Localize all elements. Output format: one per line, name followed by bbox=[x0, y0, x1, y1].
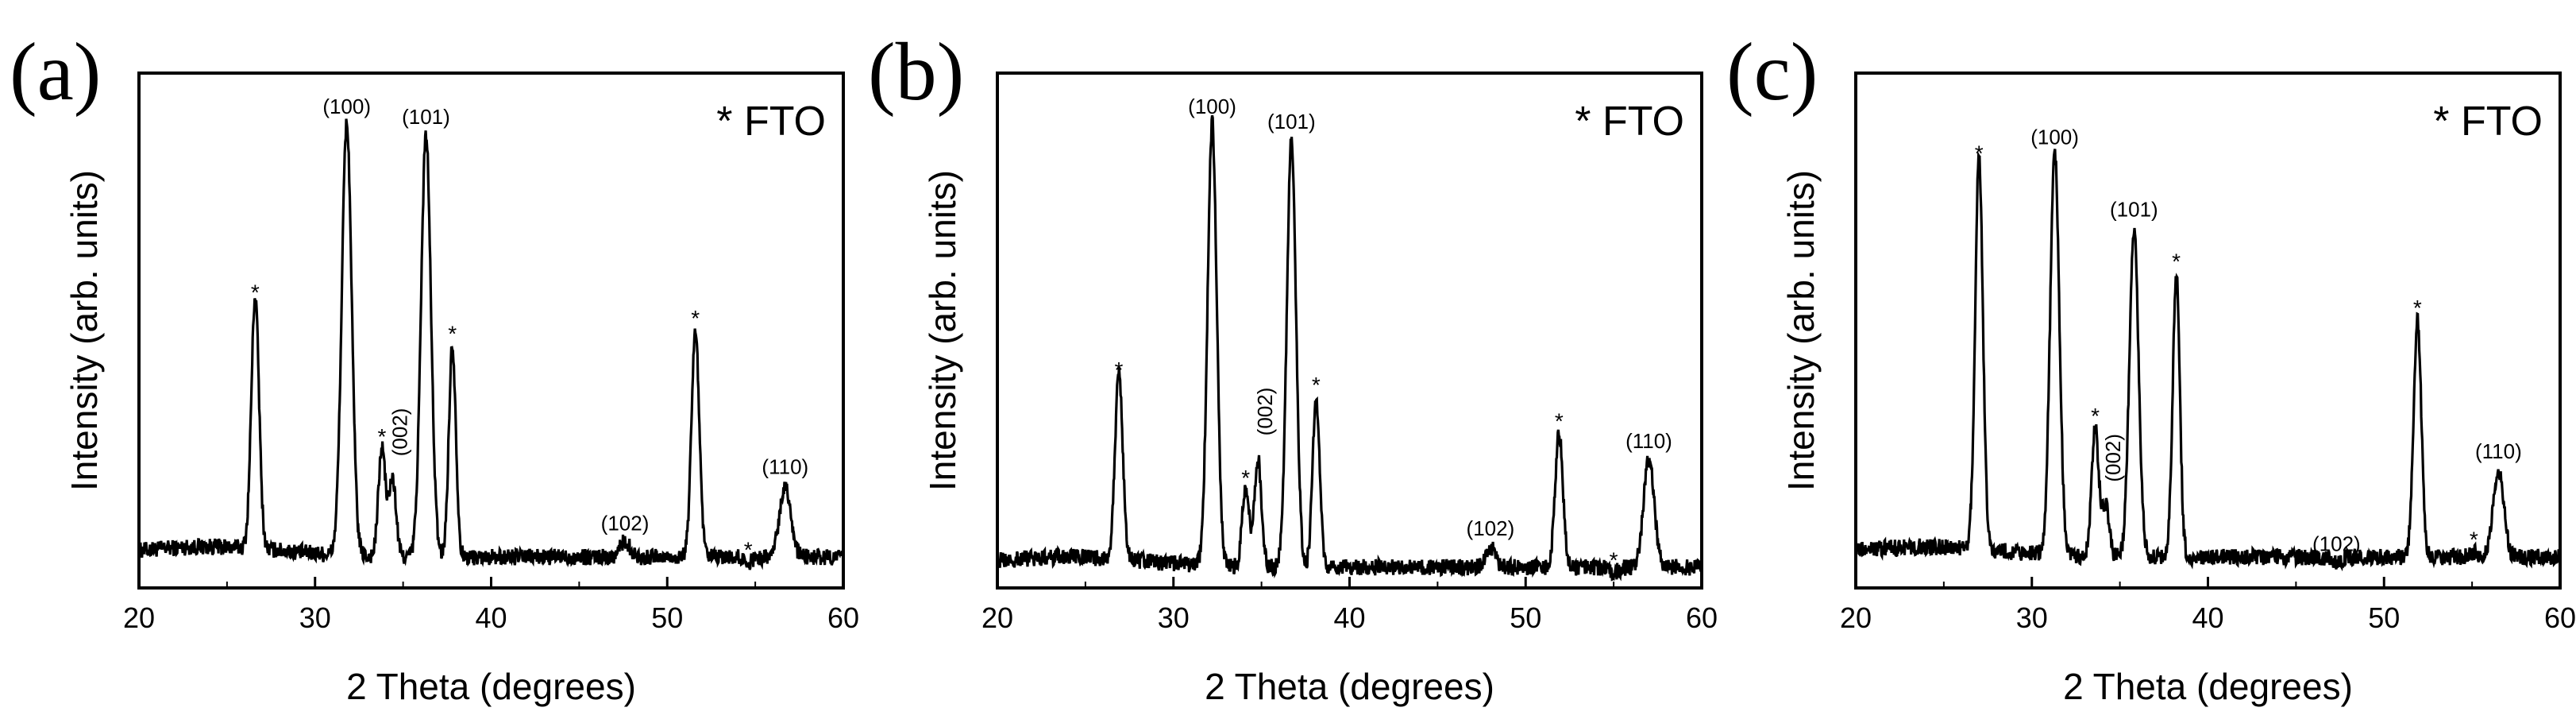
xrd-pattern-line bbox=[996, 114, 1703, 582]
panel-label: (b) bbox=[868, 26, 964, 118]
zno-peak-label: (110) bbox=[762, 454, 808, 478]
legend-fto: * FTO bbox=[1575, 99, 1684, 145]
zno-peak-label: (102) bbox=[1467, 516, 1515, 540]
fto-peak-marker: * bbox=[378, 424, 387, 449]
x-tick-label: 60 bbox=[2544, 601, 2576, 634]
x-tick-label: 20 bbox=[123, 601, 155, 634]
zno-peak-label: (102) bbox=[601, 512, 650, 535]
zno-peak-label: (002) bbox=[2101, 434, 2125, 482]
fto-peak-marker: * bbox=[1555, 409, 1564, 434]
panel-label: (c) bbox=[1726, 26, 1818, 118]
fto-peak-marker: * bbox=[2172, 249, 2181, 274]
fto-peak-marker: * bbox=[1241, 466, 1250, 490]
y-axis-label: Intensity (arb. units) bbox=[922, 170, 963, 491]
zno-peak-label: (101) bbox=[2110, 197, 2158, 221]
x-tick-label: 40 bbox=[475, 601, 507, 634]
panel-label: (a) bbox=[10, 26, 101, 118]
x-axis-label: 2 Theta (degrees) bbox=[1205, 666, 1494, 707]
x-tick-label: 40 bbox=[1333, 601, 1365, 634]
fto-peak-marker: * bbox=[691, 306, 700, 331]
zno-peak-label: (100) bbox=[1188, 95, 1236, 118]
panel-a: (a) 20 30 40 50 60 2 Theta (degrees) Intensity … bbox=[0, 0, 859, 723]
y-axis-label: Intensity (arb. units) bbox=[1780, 170, 1822, 491]
fto-peak-marker: * bbox=[1115, 358, 1124, 382]
x-axis-label: 2 Theta (degrees) bbox=[2063, 666, 2353, 707]
x-tick-label: 60 bbox=[827, 601, 859, 634]
xrd-chart-a: (a) 20 30 40 50 60 2 Theta (degrees) Intensity … bbox=[10, 26, 859, 707]
x-tick-label: 50 bbox=[651, 601, 683, 634]
fto-peak-marker: * bbox=[1312, 373, 1321, 397]
fto-peak-marker: * bbox=[2470, 528, 2478, 552]
fto-peak-marker: * bbox=[2091, 404, 2100, 428]
plot-frame bbox=[137, 72, 845, 590]
x-tick-label: 50 bbox=[1510, 601, 1541, 634]
zno-peak-label: (101) bbox=[402, 105, 450, 129]
x-tick-label: 30 bbox=[2016, 601, 2048, 634]
fto-peak-marker: * bbox=[744, 538, 753, 563]
x-tick-label: 20 bbox=[1840, 601, 1872, 634]
zno-peak-label: (002) bbox=[388, 408, 411, 457]
fto-peak-marker: * bbox=[448, 321, 457, 346]
plot-frame bbox=[1854, 72, 2562, 590]
x-tick-label: 30 bbox=[299, 601, 331, 634]
x-tick-label: 60 bbox=[1686, 601, 1718, 634]
zno-peak-label: (101) bbox=[1267, 110, 1316, 133]
fto-peak-marker: * bbox=[2413, 296, 2422, 320]
panel-b: (b) 20 30 40 50 60 2 Theta (degrees) Intensity … bbox=[858, 0, 1718, 723]
fto-peak-marker: * bbox=[251, 280, 260, 305]
xrd-pattern-line bbox=[137, 118, 845, 570]
x-tick-label: 50 bbox=[2368, 601, 2400, 634]
plot-frame bbox=[996, 72, 1703, 590]
x-tick-label: 20 bbox=[981, 601, 1013, 634]
zno-peak-label: (002) bbox=[1253, 388, 1277, 436]
x-axis-label: 2 Theta (degrees) bbox=[346, 666, 636, 707]
zno-peak-label: (110) bbox=[2475, 439, 2522, 463]
zno-peak-label: (100) bbox=[322, 95, 371, 118]
zno-peak-label: (100) bbox=[2030, 126, 2079, 149]
legend-fto: * FTO bbox=[2433, 99, 2543, 145]
fto-peak-marker: * bbox=[1610, 548, 1618, 573]
xrd-pattern-line bbox=[1854, 149, 2562, 572]
zno-peak-label: (110) bbox=[1625, 429, 1672, 453]
x-tick-label: 30 bbox=[1158, 601, 1190, 634]
panel-c: (c) 20 30 40 50 60 2 Theta (degrees) Intensity … bbox=[1717, 0, 2576, 723]
x-tick-label: 40 bbox=[2192, 601, 2223, 634]
zno-peak-label: (102) bbox=[2312, 532, 2361, 556]
fto-peak-marker: * bbox=[1975, 141, 1984, 166]
legend-fto: * FTO bbox=[716, 99, 826, 145]
y-axis-label: Intensity (arb. units) bbox=[64, 170, 105, 491]
xrd-chart-b: (b) 20 30 40 50 60 2 Theta (degrees) Intensity … bbox=[868, 26, 1718, 707]
xrd-chart-c: (c) 20 30 40 50 60 2 Theta (degrees) Intensity … bbox=[1726, 26, 2576, 707]
